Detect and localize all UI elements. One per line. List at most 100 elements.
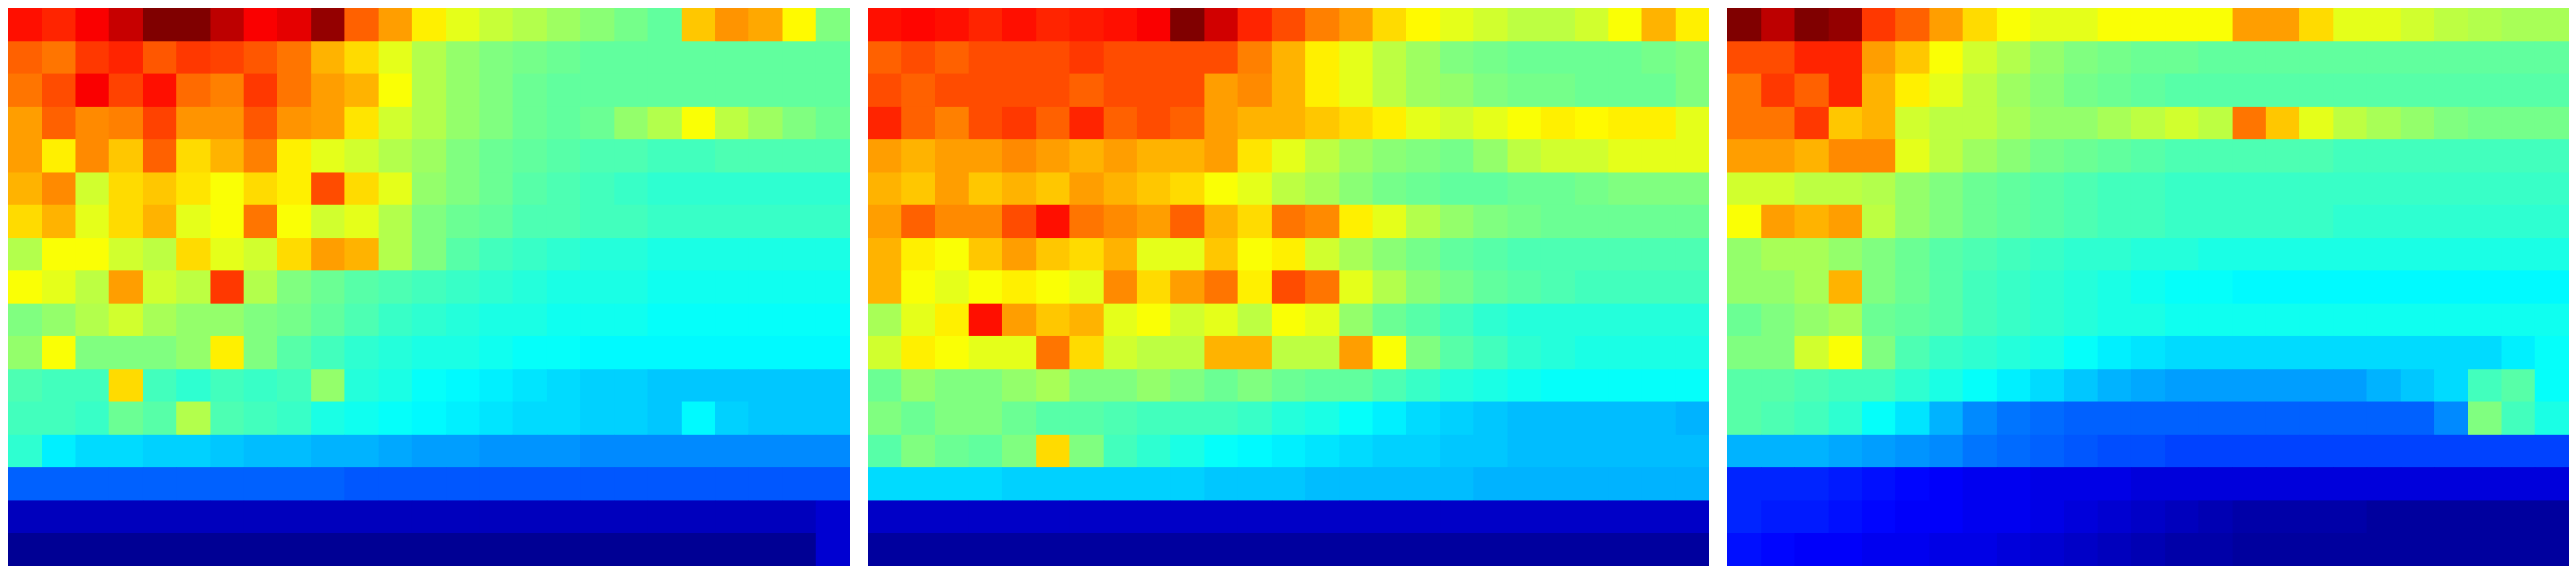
heatmap-cell [2468,8,2503,42]
heatmap-cell [2198,500,2233,534]
heatmap-cell [1237,434,1273,468]
heatmap-cell [901,204,936,239]
heatmap-cell [1036,270,1071,305]
heatmap-cell [1540,139,1575,174]
heatmap-cell [2064,139,2099,174]
heatmap-cell [2232,139,2267,174]
heatmap-cell [2232,533,2267,566]
heatmap-cell [1372,369,1407,403]
heatmap-cell [681,41,716,75]
heatmap-cell [2097,106,2132,140]
heatmap-cell [1895,335,1931,370]
heatmap-cell [2165,8,2199,42]
heatmap-cell [868,204,902,239]
heatmap-cell [2130,270,2166,305]
heatmap-cell [1962,73,1998,108]
heatmap-cell [142,434,177,468]
heatmap-cell [8,73,42,108]
heatmap-cell [1608,401,1643,436]
heatmap-cell [748,533,784,566]
heatmap-cell [142,238,177,271]
heatmap-cell [1339,303,1374,337]
heatmap-cell [1406,204,1441,239]
heatmap-cell [1204,533,1239,566]
heatmap-cell [1895,533,1931,566]
heatmap-cell [1204,500,1239,534]
heatmap-cell [1440,303,1474,337]
heatmap-cell [2299,303,2334,337]
heatmap-cell [108,467,144,502]
heatmap-cell [1036,106,1071,140]
heatmap-cell [512,8,548,42]
heatmap-cell [2165,500,2199,534]
heatmap-cell [681,467,716,502]
heatmap-cell [2400,106,2435,140]
heatmap-cell [2400,73,2435,108]
heatmap-cell [2366,335,2402,370]
heatmap-cell [1641,335,1677,370]
heatmap-cell [1929,369,1964,403]
heatmap-cell [647,106,682,140]
heatmap-cell [2198,401,2233,436]
heatmap-cell [108,41,144,75]
heatmap-cell [277,335,312,370]
heatmap-cell [546,8,581,42]
heatmap-cell [1103,434,1138,468]
heatmap-cell [176,401,212,436]
heatmap-cell [1204,434,1239,468]
heatmap-cell [75,401,110,436]
heatmap-cell [1001,172,1037,206]
heatmap-cell [1069,73,1105,108]
heatmap-cell [1406,401,1441,436]
heatmap-cell [1608,139,1643,174]
heatmap-cell [1372,106,1407,140]
heatmap-cell [2198,335,2233,370]
heatmap-cell [2534,172,2569,206]
heatmap-cell [210,270,245,305]
heatmap-cell [1828,533,1863,566]
heatmap-cell [176,467,212,502]
heatmap-cell [2198,204,2233,239]
heatmap-cell [614,467,649,502]
heatmap-cell [2064,106,2099,140]
heatmap-cell [446,204,480,239]
heatmap-cell [935,238,970,271]
heatmap-cell [1271,238,1306,271]
heatmap-cell [2366,139,2402,174]
heatmap-cell [479,335,514,370]
heatmap-cell [277,73,312,108]
heatmap-cell [1136,139,1171,174]
heatmap-cell [1575,467,1609,502]
heatmap-cell [2265,533,2300,566]
heatmap-cell [1136,335,1171,370]
heatmap-cell [1727,73,1762,108]
heatmap-cell [1761,238,1796,271]
heatmap-cell [2097,303,2132,337]
heatmap-cell [446,434,480,468]
heatmap-cell [1136,500,1171,534]
heatmap-cell [8,270,42,305]
heatmap-cell [277,106,312,140]
heatmap-cell [1761,533,1796,566]
heatmap-cell [108,335,144,370]
heatmap-cell [580,467,615,502]
heatmap-cell [1929,106,1964,140]
heatmap-cell [614,270,649,305]
heatmap-cell [1036,303,1071,337]
heatmap-cell [42,401,77,436]
heatmap-cell [1372,500,1407,534]
heatmap-cell [512,467,548,502]
heatmap-cell [2333,8,2368,42]
heatmap-cell [411,106,447,140]
heatmap-cell [2130,335,2166,370]
heatmap-cell [1794,303,1829,337]
heatmap-cell [2064,335,2099,370]
heatmap-cell [1001,303,1037,337]
heatmap-cell [2501,434,2536,468]
heatmap-cell [815,73,850,108]
heatmap-cell [2130,8,2166,42]
heatmap-cell [580,204,615,239]
heatmap-cell [1406,41,1441,75]
heatmap-cell [277,434,312,468]
heatmap-cell [1761,401,1796,436]
